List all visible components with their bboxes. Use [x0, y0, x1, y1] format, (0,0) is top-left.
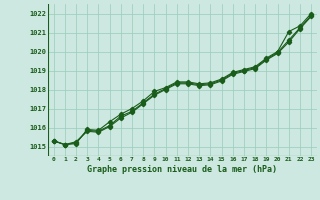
X-axis label: Graphe pression niveau de la mer (hPa): Graphe pression niveau de la mer (hPa): [87, 165, 277, 174]
